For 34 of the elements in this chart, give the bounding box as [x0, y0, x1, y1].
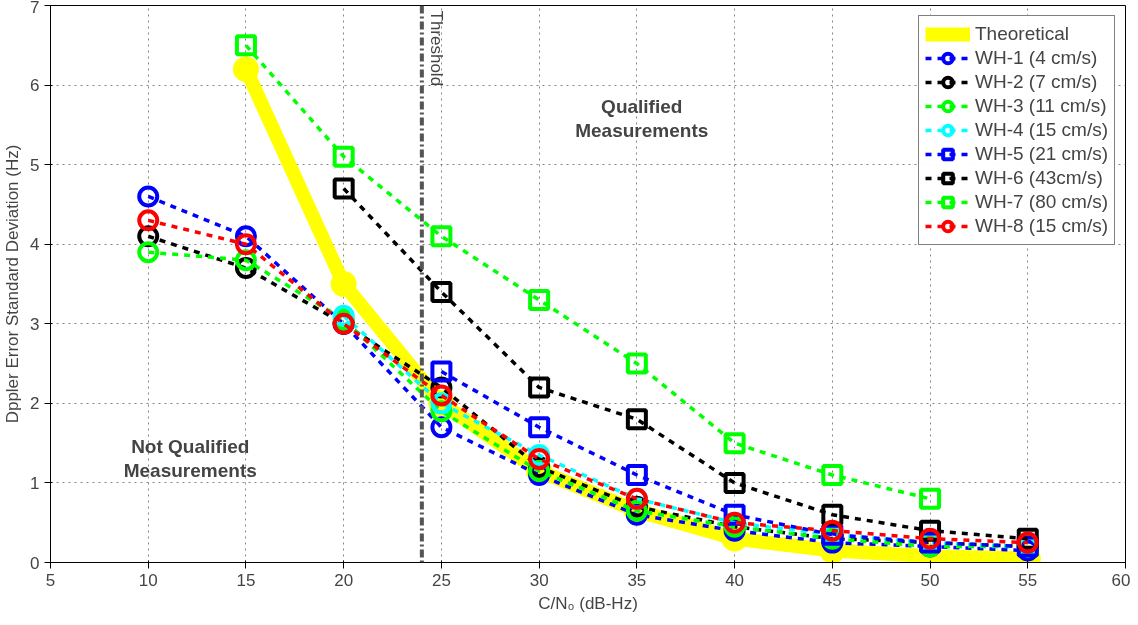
x-tick-label: 45 [822, 570, 842, 590]
x-tick-label: 15 [236, 570, 256, 590]
legend-label: WH-1 (4 cm/s) [975, 46, 1098, 70]
legend-label: WH-4 (15 cm/s) [975, 118, 1108, 142]
x-tick-label: 20 [334, 570, 354, 590]
legend-label: WH-6 (43cm/s) [975, 166, 1103, 190]
x-tick-label: 40 [725, 570, 745, 590]
y-tick-label: 1 [30, 473, 40, 493]
x-tick-label: 10 [138, 570, 158, 590]
x-tick-label: 60 [1111, 570, 1131, 590]
y-axis-title: Dppler Error Standard Deviation (Hz) [3, 144, 23, 424]
x-tick-label: 50 [920, 570, 940, 590]
y-tick-label: 4 [30, 235, 40, 255]
legend-label: WH-2 (7 cm/s) [975, 70, 1098, 94]
legend-label: WH-3 (11 cm/s) [975, 94, 1107, 118]
x-tick-label: 5 [45, 570, 56, 590]
legend-label: Theoretical [975, 22, 1069, 46]
ref-line-label: Threshold [426, 10, 446, 87]
y-tick-label: 2 [30, 394, 40, 414]
x-tick-label: 25 [431, 570, 451, 590]
legend-label: WH-8 (15 cm/s) [975, 214, 1108, 238]
legend-label: WH-5 (21 cm/s) [975, 142, 1108, 166]
y-tick-label: 0 [30, 553, 40, 573]
y-tick-label: 5 [30, 155, 40, 175]
x-tick-label: 30 [529, 570, 549, 590]
y-tick-label: 3 [30, 314, 40, 334]
y-tick-label: 7 [30, 0, 40, 17]
x-tick-label: 55 [1018, 570, 1038, 590]
y-tick-label: 6 [30, 76, 40, 96]
x-axis-title: C/N₀ (dB-Hz) [538, 593, 638, 613]
x-tick-label: 35 [627, 570, 647, 590]
annotation: Not Qualified Measurements [123, 435, 257, 481]
annotation: Qualified Measurements [575, 95, 709, 141]
legend-label: WH-7 (80 cm/s) [975, 190, 1108, 214]
